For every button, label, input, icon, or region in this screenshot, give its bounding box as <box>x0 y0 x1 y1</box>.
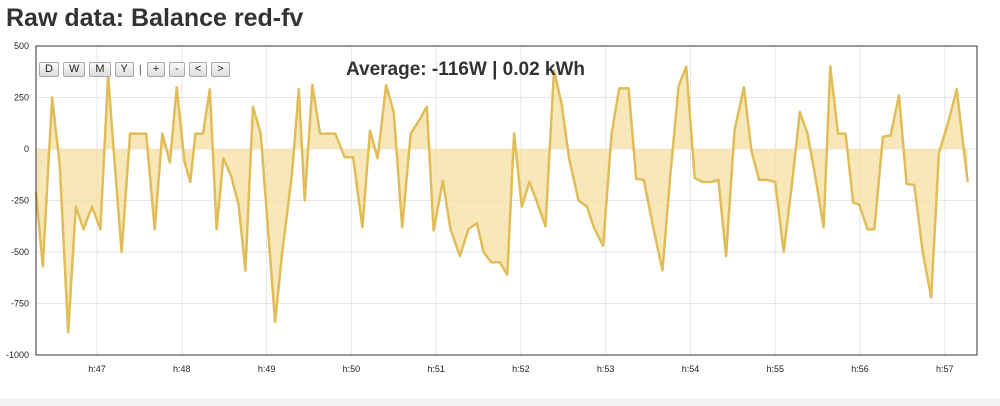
x-tick-label: h:50 <box>343 364 361 374</box>
page-title: Raw data: Balance red-fv <box>6 4 304 32</box>
year-view-button[interactable]: Y <box>114 62 134 77</box>
day-view-button[interactable]: D <box>39 62 59 77</box>
plot-frame <box>35 45 978 356</box>
zoom-out-button[interactable]: - <box>169 62 185 77</box>
x-tick-label: h:48 <box>173 364 191 374</box>
x-tick-label: h:56 <box>851 364 869 374</box>
x-tick-label: h:53 <box>597 364 615 374</box>
chart-toolbar: D W M Y | + - < > <box>39 62 230 77</box>
x-tick-label: h:47 <box>88 364 106 374</box>
y-tick-label: 500 <box>14 41 29 51</box>
x-tick-label: h:52 <box>512 364 530 374</box>
y-tick-label: -250 <box>11 196 29 206</box>
chart-tick-labels: 500 250 0 -250 -500 -750 -1000 h:47 h:48 h:49 h:50… <box>6 41 954 374</box>
series-line <box>34 65 969 334</box>
x-tick-label: h:55 <box>766 364 784 374</box>
x-tick-label: h:49 <box>258 364 276 374</box>
x-tick-label: h:51 <box>427 364 445 374</box>
y-tick-label: -750 <box>11 299 29 309</box>
toolbar-separator: | <box>138 63 142 76</box>
chart-area-layer <box>34 65 969 334</box>
week-view-button[interactable]: W <box>62 62 86 77</box>
y-tick-label: 250 <box>14 93 29 103</box>
x-tick-label: h:57 <box>936 364 954 374</box>
x-tick-label: h:54 <box>682 364 700 374</box>
chart-axes <box>35 45 978 356</box>
average-label: Average: -116W | 0.02 kWh <box>346 59 586 80</box>
month-view-button[interactable]: M <box>89 62 111 77</box>
footer-bar <box>0 398 1000 406</box>
pan-left-button[interactable]: < <box>188 62 208 77</box>
y-tick-label: 0 <box>24 144 29 154</box>
y-tick-label: -500 <box>11 247 29 257</box>
zoom-in-button[interactable]: + <box>146 62 166 77</box>
y-tick-label: -1000 <box>6 350 29 360</box>
pan-right-button[interactable]: > <box>211 62 230 77</box>
